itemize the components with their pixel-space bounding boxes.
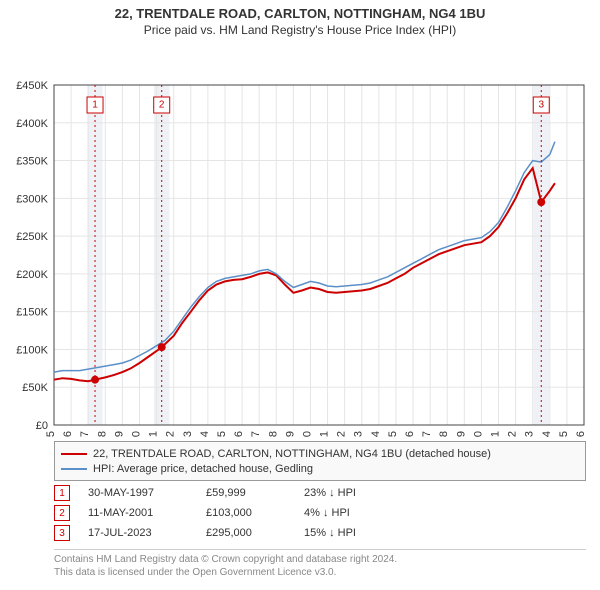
legend-label: HPI: Average price, detached house, Gedl…: [93, 463, 313, 475]
legend-swatch: [61, 468, 87, 470]
xtick-label: 1995: [45, 431, 57, 437]
ytick-label: £300K: [16, 193, 48, 205]
xtick-label: 2000: [130, 431, 142, 437]
sale-date: 30-MAY-1997: [88, 487, 188, 499]
xtick-label: 2017: [421, 431, 433, 437]
sale-marker-dot: [158, 343, 166, 351]
xtick-label: 2004: [199, 431, 211, 437]
sale-row-marker: 3: [54, 525, 70, 541]
ytick-label: £350K: [16, 156, 48, 168]
sale-diff: 23% ↓ HPI: [304, 487, 404, 499]
xtick-label: 2011: [319, 431, 331, 437]
xtick-label: 2010: [301, 431, 313, 437]
sale-row: 3 17-JUL-2023 £295,000 15% ↓ HPI: [54, 523, 586, 543]
sales-table: 1 30-MAY-1997 £59,999 23% ↓ HPI 2 11-MAY-2001…: [54, 483, 586, 543]
xtick-label: 1999: [113, 431, 125, 437]
xtick-label: 2003: [182, 431, 194, 437]
xtick-label: 2021: [490, 431, 502, 437]
legend-swatch: [61, 453, 87, 455]
sale-marker-number: 2: [159, 100, 165, 111]
sale-row-marker: 2: [54, 505, 70, 521]
xtick-label: 2026: [575, 431, 587, 437]
sale-diff: 15% ↓ HPI: [304, 527, 404, 539]
ytick-label: £150K: [16, 307, 48, 319]
legend-row: 22, TRENTDALE ROAD, CARLTON, NOTTINGHAM,…: [61, 446, 579, 461]
sale-date: 11-MAY-2001: [88, 507, 188, 519]
xtick-label: 2016: [404, 431, 416, 437]
xtick-label: 2009: [284, 431, 296, 437]
sale-marker-dot: [91, 376, 99, 384]
xtick-label: 1996: [62, 431, 74, 437]
xtick-label: 2013: [353, 431, 365, 437]
sale-price: £295,000: [206, 527, 286, 539]
sale-marker-number: 1: [92, 100, 98, 111]
xtick-label: 2014: [370, 431, 382, 437]
xtick-label: 2025: [558, 431, 570, 437]
xtick-label: 2002: [165, 431, 177, 437]
xtick-label: 2001: [148, 431, 160, 437]
sale-date: 17-JUL-2023: [88, 527, 188, 539]
xtick-label: 1998: [96, 431, 108, 437]
ytick-label: £100K: [16, 344, 48, 356]
sale-marker-dot: [537, 198, 545, 206]
xtick-label: 1997: [79, 431, 91, 437]
sale-marker-number: 3: [538, 100, 544, 111]
xtick-label: 2018: [438, 431, 450, 437]
sale-price: £103,000: [206, 507, 286, 519]
legend-row: HPI: Average price, detached house, Gedl…: [61, 461, 579, 476]
ytick-label: £200K: [16, 269, 48, 281]
ytick-label: £450K: [16, 80, 48, 92]
xtick-label: 2012: [336, 431, 348, 437]
ytick-label: £0: [36, 420, 48, 432]
xtick-label: 2022: [507, 431, 519, 437]
page-title: 22, TRENTDALE ROAD, CARLTON, NOTTINGHAM,…: [0, 6, 600, 21]
ytick-label: £50K: [22, 382, 48, 394]
sale-diff: 4% ↓ HPI: [304, 507, 404, 519]
ytick-label: £250K: [16, 231, 48, 243]
ytick-label: £400K: [16, 118, 48, 130]
xtick-label: 2024: [541, 431, 553, 437]
xtick-label: 2005: [216, 431, 228, 437]
xtick-label: 2015: [387, 431, 399, 437]
sale-row-marker: 1: [54, 485, 70, 501]
xtick-label: 2008: [267, 431, 279, 437]
xtick-label: 2019: [455, 431, 467, 437]
legend-label: 22, TRENTDALE ROAD, CARLTON, NOTTINGHAM,…: [93, 448, 491, 460]
sale-row: 1 30-MAY-1997 £59,999 23% ↓ HPI: [54, 483, 586, 503]
license-footer: Contains HM Land Registry data © Crown c…: [54, 549, 586, 579]
page-subtitle: Price paid vs. HM Land Registry's House …: [0, 23, 600, 37]
xtick-label: 2006: [233, 431, 245, 437]
sale-row: 2 11-MAY-2001 £103,000 4% ↓ HPI: [54, 503, 586, 523]
footer-line: This data is licensed under the Open Gov…: [54, 567, 586, 580]
price-chart: £0 £50K £100K £150K £200K £250K £300K £350K £400…: [0, 37, 600, 437]
sale-price: £59,999: [206, 487, 286, 499]
footer-line: Contains HM Land Registry data © Crown c…: [54, 554, 586, 567]
xtick-label: 2020: [472, 431, 484, 437]
plot-area: [54, 85, 584, 425]
legend: 22, TRENTDALE ROAD, CARLTON, NOTTINGHAM,…: [54, 441, 586, 481]
xtick-label: 2023: [524, 431, 536, 437]
xtick-label: 2007: [250, 431, 262, 437]
